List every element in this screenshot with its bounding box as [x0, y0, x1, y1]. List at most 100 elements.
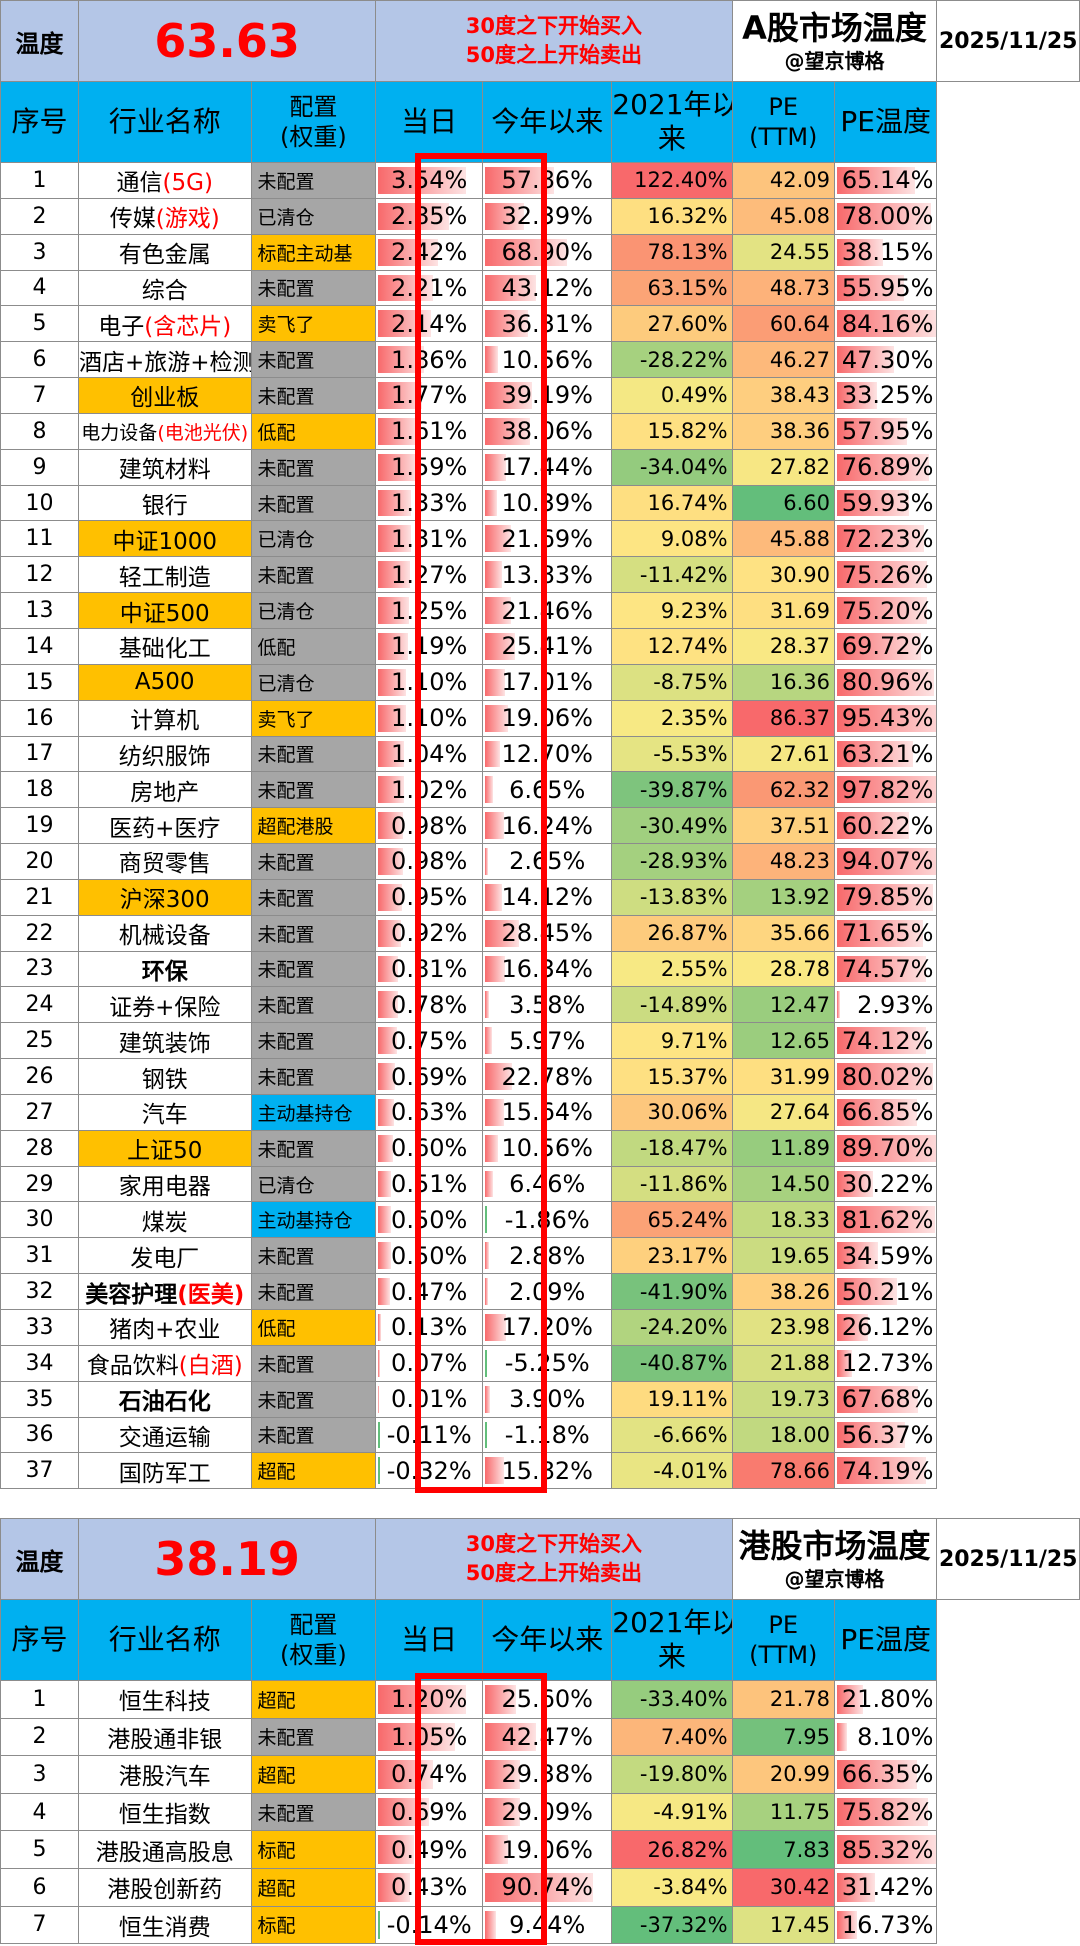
pe-ttm: 27.82	[731, 448, 835, 486]
ytd-change: 68.90%	[482, 233, 613, 271]
daily-change: 1.33%	[375, 484, 484, 522]
col-header-allocation-l1: 配置	[289, 1611, 338, 1639]
allocation-status: 标配	[250, 1830, 377, 1869]
report-date: 2025/11/25	[936, 0, 1080, 82]
pe-ttm: 28.37	[731, 627, 835, 665]
pe-temperature: 60.22%	[833, 807, 938, 845]
ytd-change-value: 38.06%	[501, 417, 593, 446]
col-header-since2021: 2021年以来	[611, 1599, 733, 1681]
col-header-since2021-l2: 来	[657, 122, 686, 155]
industry-name-note: (医美)	[177, 1281, 245, 1308]
col-header-index: 序号	[0, 1599, 79, 1681]
ytd-change-value: 28.45%	[501, 919, 593, 948]
table-row: 10 银行 未配置 1.33% 10.39% 16.74% 6.60 59.93%	[0, 484, 1080, 522]
allocation-status: 主动基持仓	[250, 1201, 377, 1239]
industry-name-note: (白酒)	[178, 1353, 243, 1380]
daily-change-value: -0.32%	[386, 1456, 472, 1485]
row-index: 2	[0, 1717, 79, 1757]
since-2021-change: 26.87%	[611, 914, 733, 952]
daily-change: 0.69%	[375, 1792, 484, 1832]
pe-ttm: 62.32	[731, 771, 835, 809]
ytd-change: 57.86%	[482, 162, 613, 199]
pe-temperature: 67.68%	[833, 1380, 938, 1418]
industry-name-text: 证券+保险	[109, 994, 221, 1021]
allocation-status: 未配置	[250, 914, 377, 952]
ytd-change-value: 22.78%	[501, 1062, 593, 1091]
ytd-change-value: 14.12%	[501, 883, 593, 912]
ytd-change-bar	[485, 1349, 488, 1377]
pe-temperature-value: 79.85%	[841, 883, 934, 912]
since-2021-change: -4.91%	[611, 1792, 733, 1832]
ytd-change-value: 42.47%	[501, 1722, 593, 1751]
daily-change: 0.98%	[375, 807, 484, 845]
daily-change: -0.14%	[375, 1905, 484, 1945]
industry-name: 计算机	[77, 699, 252, 737]
daily-change-value: 0.69%	[391, 1062, 468, 1091]
allocation-status: 未配置	[250, 1717, 377, 1757]
industry-name-text: 石油石化	[118, 1389, 211, 1416]
since-2021-change: -11.86%	[611, 1165, 733, 1203]
pe-temperature: 8.10%	[833, 1717, 938, 1757]
ytd-change-value: 9.44%	[509, 1910, 586, 1939]
ytd-change: 25.41%	[482, 627, 613, 665]
daily-change: 1.05%	[375, 1717, 484, 1757]
ytd-change-value: 57.86%	[501, 166, 593, 195]
table-row: 6 港股创新药 超配 0.43% 90.74% -3.84% 30.42 31.42%	[0, 1867, 1080, 1907]
pe-ttm: 28.78	[731, 950, 835, 988]
industry-name: 煤炭	[77, 1201, 252, 1239]
allocation-status: 未配置	[250, 735, 377, 773]
pe-temperature-value: 80.96%	[841, 668, 934, 697]
industry-name-text: 纺织服饰	[118, 743, 211, 770]
daily-change-value: 0.98%	[391, 811, 468, 840]
allocation-status: 未配置	[250, 448, 377, 486]
ytd-change-bar	[485, 883, 502, 911]
pe-temperature: 12.73%	[833, 1344, 938, 1382]
daily-change-value: 2.42%	[391, 238, 468, 267]
daily-change: 0.50%	[375, 1237, 484, 1275]
daily-change-bar	[378, 1206, 391, 1234]
daily-change: 0.13%	[375, 1309, 484, 1346]
industry-name-text: 恒生科技	[118, 1689, 211, 1716]
trading-rule: 30度之下开始买入 50度之上开始卖出	[375, 1518, 733, 1600]
pe-temperature: 66.85%	[833, 1093, 938, 1131]
ytd-change: 12.70%	[482, 735, 613, 773]
row-index: 36	[0, 1416, 79, 1454]
allocation-status: 未配置	[250, 1380, 377, 1418]
daily-change: 0.07%	[375, 1344, 484, 1382]
daily-change-value: 0.75%	[391, 1026, 468, 1055]
pe-temperature-value: 26.12%	[841, 1313, 934, 1342]
industry-name-text: 房地产	[130, 779, 200, 806]
table-row: 27 汽车 主动基持仓 0.63% 15.64% 30.06% 27.64 66.85%	[0, 1093, 1080, 1131]
author-handle: @望京博格	[784, 49, 885, 73]
pe-ttm: 38.36	[731, 412, 835, 450]
allocation-status: 未配置	[250, 1344, 377, 1382]
since-2021-change: 0.49%	[611, 377, 733, 414]
hk-share-temperature-table: 温度 38.19 30度之下开始买入 50度之上开始卖出 港股市场温度 @望京博格 2025…	[0, 1518, 1080, 1945]
allocation-status: 已清仓	[250, 592, 377, 629]
ytd-change: 5.97%	[482, 1022, 613, 1060]
pe-temperature: 66.35%	[833, 1755, 938, 1794]
pe-temperature-value: 74.57%	[841, 954, 934, 983]
industry-name: 中证500	[77, 592, 252, 629]
ytd-change: 36.31%	[482, 305, 613, 343]
ytd-change: 14.12%	[482, 878, 613, 916]
pe-ttm: 35.66	[731, 914, 835, 952]
daily-change-value: 1.33%	[391, 489, 468, 518]
ytd-change: 42.47%	[482, 1717, 613, 1757]
table-row: 1 恒生科技 超配 1.20% 25.60% -33.40% 21.78 21.80%	[0, 1680, 1080, 1719]
ytd-change-value: 10.56%	[501, 1134, 593, 1163]
industry-name: 美容护理(医美)	[77, 1273, 252, 1310]
ytd-change-value: 3.90%	[509, 1385, 586, 1414]
daily-change-bar	[378, 1242, 391, 1270]
ytd-change-value: 3.58%	[509, 990, 586, 1019]
industry-name: 电子(含芯片)	[77, 305, 252, 343]
row-index: 3	[0, 1755, 79, 1794]
allocation-status: 未配置	[250, 771, 377, 809]
table-row: 24 证券+保险 未配置 0.78% 3.58% -14.89% 12.47 2.93%	[0, 986, 1080, 1024]
pe-temperature-value: 80.02%	[841, 1062, 934, 1091]
industry-name-text: 食品饮料	[86, 1353, 179, 1380]
col-header-name: 行业名称	[77, 81, 252, 163]
pe-ttm: 86.37	[731, 699, 835, 737]
allocation-status: 低配	[250, 627, 377, 665]
industry-name: 国防军工	[77, 1452, 252, 1490]
